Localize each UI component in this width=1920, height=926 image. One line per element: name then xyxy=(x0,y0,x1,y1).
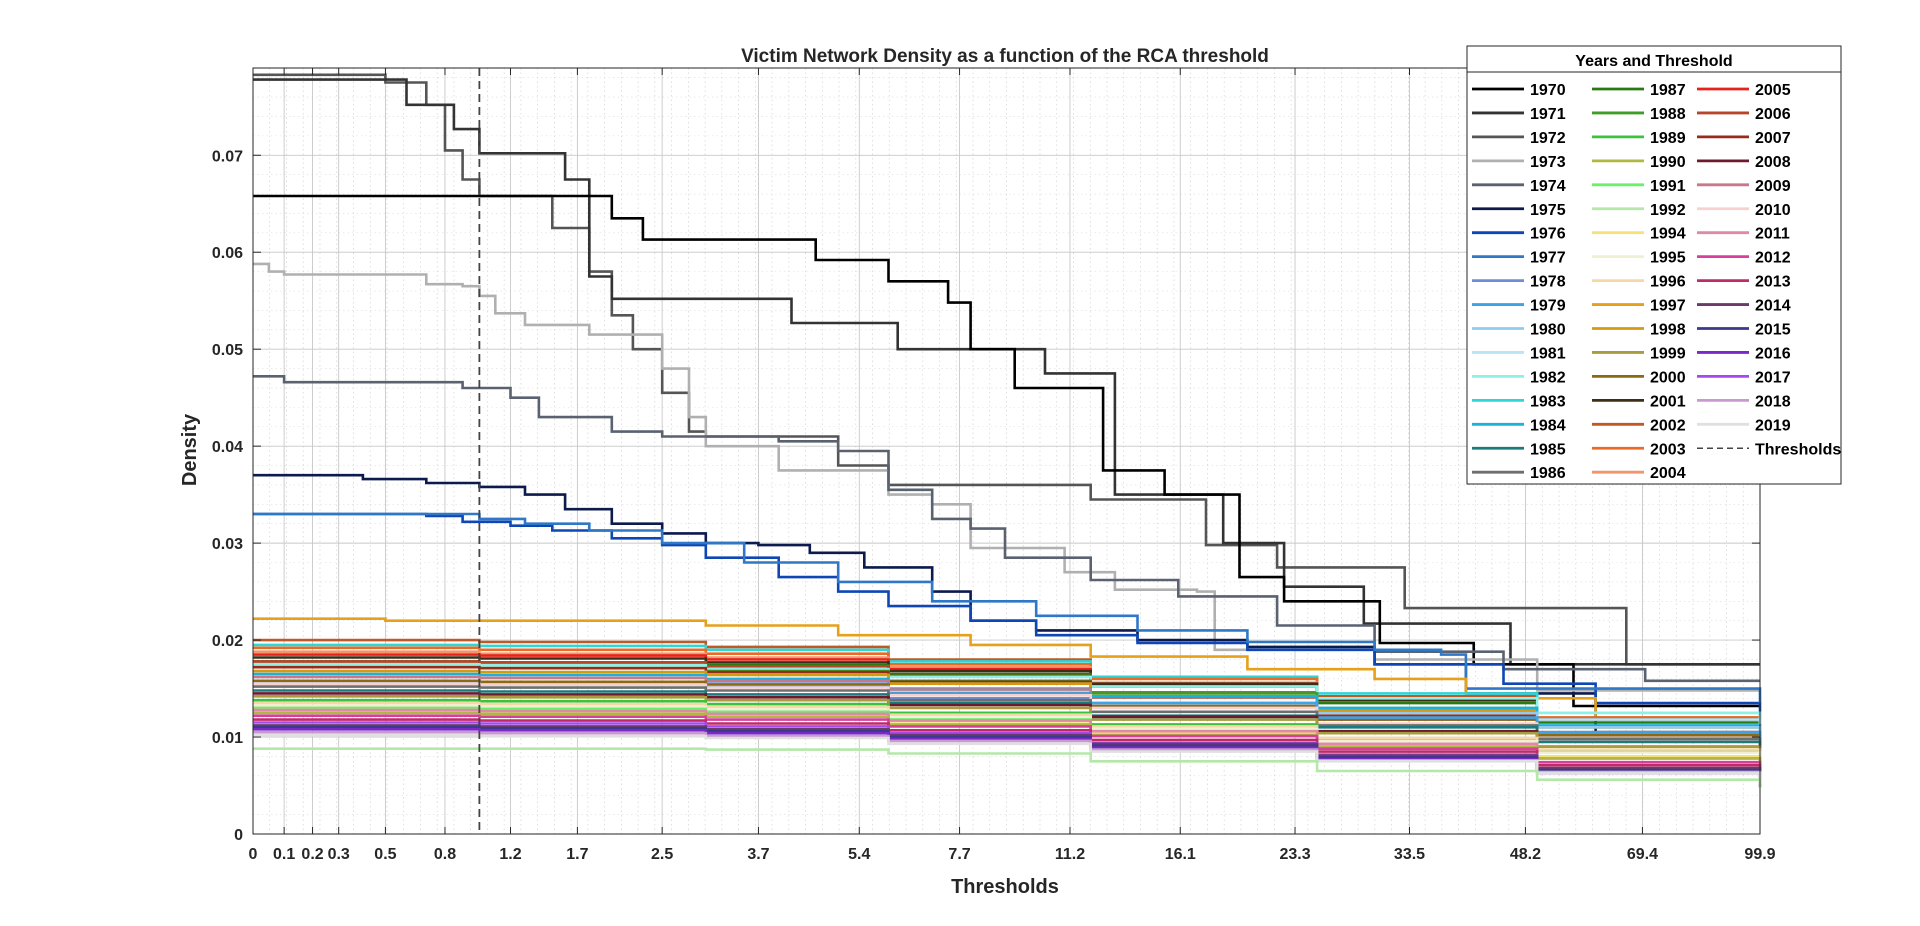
legend-label: 2000 xyxy=(1650,369,1686,386)
x-tick-label: 0.2 xyxy=(301,846,323,863)
x-tick-label: 23.3 xyxy=(1279,846,1310,863)
y-axis-label: Density xyxy=(179,413,201,486)
legend-label: Thresholds xyxy=(1755,441,1841,458)
x-tick-label: 0.3 xyxy=(328,846,350,863)
series-line-1970 xyxy=(253,194,1760,708)
legend-label: 1989 xyxy=(1650,130,1686,147)
series-line-1977 xyxy=(253,512,1762,704)
legend-label: 2001 xyxy=(1650,393,1686,410)
x-tick-label: 3.7 xyxy=(747,846,769,863)
legend-label: 2019 xyxy=(1755,417,1791,434)
series-line-1973 xyxy=(253,262,1760,692)
legend-label: 1997 xyxy=(1650,298,1686,315)
legend-label: 1970 xyxy=(1530,82,1566,99)
legend-label: 2004 xyxy=(1650,465,1686,482)
y-tick-label: 0.01 xyxy=(212,730,243,747)
x-tick-label: 1.2 xyxy=(499,846,521,863)
series-line-2019 xyxy=(253,733,1762,784)
legend-label: 1977 xyxy=(1530,250,1566,267)
legend-label: 1973 xyxy=(1530,154,1566,171)
legend-label: 1976 xyxy=(1530,226,1566,243)
legend-label: 2014 xyxy=(1755,298,1791,315)
legend-label: 1987 xyxy=(1650,82,1686,99)
y-tick-label: 0.07 xyxy=(212,148,243,165)
chart-title: Victim Network Density as a function of … xyxy=(741,46,1269,67)
y-tick-label: 0.06 xyxy=(212,245,243,262)
legend-label: 1999 xyxy=(1650,345,1686,362)
legend-label: 1978 xyxy=(1530,274,1566,291)
legend-label: 1983 xyxy=(1530,393,1566,410)
x-tick-label: 0 xyxy=(249,846,258,863)
legend-label: 1988 xyxy=(1650,106,1686,123)
series-line-1976 xyxy=(253,512,1762,728)
legend-label: 2015 xyxy=(1755,322,1791,339)
legend-label: 1974 xyxy=(1530,178,1566,195)
x-tick-label: 0.8 xyxy=(434,846,456,863)
legend-label: 1985 xyxy=(1530,441,1566,458)
x-tick-label: 2.5 xyxy=(651,846,673,863)
x-tick-label: 69.4 xyxy=(1627,846,1658,863)
legend-label: 2013 xyxy=(1755,274,1791,291)
series-line-1974 xyxy=(253,375,1760,683)
legend-label: 1991 xyxy=(1650,178,1686,195)
legend-label: 1972 xyxy=(1530,130,1566,147)
legend-label: 1992 xyxy=(1650,202,1686,219)
legend-label: 2010 xyxy=(1755,202,1791,219)
legend-label: 2008 xyxy=(1755,154,1791,171)
legend-label: 1971 xyxy=(1530,106,1566,123)
legend-label: 2006 xyxy=(1755,106,1791,123)
legend-label: 1980 xyxy=(1530,322,1566,339)
legend-label: 2003 xyxy=(1650,441,1686,458)
x-tick-label: 11.2 xyxy=(1055,846,1085,863)
x-tick-label: 16.1 xyxy=(1165,846,1196,863)
x-tick-label: 99.9 xyxy=(1744,846,1775,863)
x-tick-label: 0.1 xyxy=(273,846,295,863)
y-tick-label: 0.02 xyxy=(212,633,243,650)
legend-label: 2007 xyxy=(1755,130,1791,147)
x-tick-label: 0.5 xyxy=(374,846,396,863)
x-tick-label: 48.2 xyxy=(1510,846,1541,863)
legend-label: 2017 xyxy=(1755,369,1791,386)
legend-label: 1975 xyxy=(1530,202,1566,219)
legend-label: 1995 xyxy=(1650,250,1686,267)
legend-label: 1982 xyxy=(1530,369,1566,386)
series-line-1992 xyxy=(253,747,1762,788)
legend-label: 1998 xyxy=(1650,322,1686,339)
x-tick-label: 7.7 xyxy=(948,846,970,863)
legend-label: 2011 xyxy=(1755,226,1790,243)
y-tick-label: 0.04 xyxy=(212,439,243,456)
series-line-1971 xyxy=(253,78,1760,666)
x-axis-label: Thresholds xyxy=(951,876,1059,898)
y-tick-label: 0.03 xyxy=(212,536,243,553)
x-tick-label: 1.7 xyxy=(566,846,588,863)
legend-label: 2012 xyxy=(1755,250,1791,267)
legend-label: 1996 xyxy=(1650,274,1686,291)
legend: Years and Threshold 1970 1971 1972 1973 1974… xyxy=(1466,45,1842,485)
legend-title: Years and Threshold xyxy=(1575,53,1732,70)
legend-label: 1990 xyxy=(1650,154,1686,171)
legend-box xyxy=(1466,45,1842,485)
legend-label: 1979 xyxy=(1530,298,1566,315)
legend-entries: 1970 1971 1972 1973 1974 1975 1976 1977 1978 1979… xyxy=(1472,82,1841,482)
legend-label: 2018 xyxy=(1755,393,1791,410)
x-tick-label: 5.4 xyxy=(848,846,870,863)
legend-label: 2005 xyxy=(1755,82,1791,99)
y-tick-label: 0.05 xyxy=(212,342,243,359)
y-tick-label: 0 xyxy=(234,827,243,844)
legend-label: 2016 xyxy=(1755,345,1791,362)
legend-label: 1981 xyxy=(1530,345,1566,362)
legend-label: 1984 xyxy=(1530,417,1566,434)
legend-label: 2002 xyxy=(1650,417,1686,434)
x-tick-label: 33.5 xyxy=(1394,846,1425,863)
x-axis-ticks: 0 0.1 0.2 0.3 0.5 0.8 1.2 1.7 2.5 3.7 5.4 7.7 11.2 16… xyxy=(249,68,1776,863)
legend-label: 1986 xyxy=(1530,465,1566,482)
legend-label: 1994 xyxy=(1650,226,1686,243)
legend-label: 2009 xyxy=(1755,178,1791,195)
y-axis-ticks: 0 0.01 0.02 0.03 0.04 0.05 0.06 0.07 xyxy=(212,148,1760,844)
